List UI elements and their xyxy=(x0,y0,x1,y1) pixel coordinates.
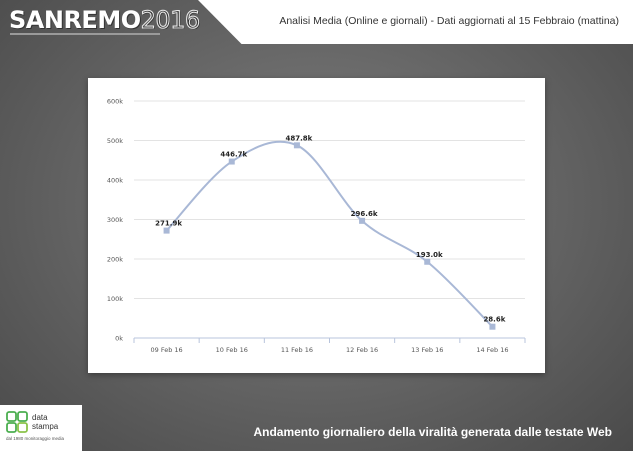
y-tick-label: 500k xyxy=(107,137,123,145)
x-tick-label: 14 Feb 16 xyxy=(476,346,508,354)
footer-caption: Andamento giornaliero della viralità gen… xyxy=(253,425,612,439)
y-tick-label: 0k xyxy=(115,335,123,343)
data-label: 487.8k xyxy=(286,134,313,142)
data-point xyxy=(228,158,235,165)
data-label: 446.7k xyxy=(220,151,247,159)
series-line xyxy=(165,140,494,328)
data-point xyxy=(163,227,170,234)
data-label: 271.9k xyxy=(155,220,182,228)
x-tick-label: 09 Feb 16 xyxy=(150,346,182,354)
line-chart: 0k 100k 200k 300k 400k 500k 600k 09 Feb 16 10 Fe… xyxy=(107,98,526,354)
data-point xyxy=(424,258,431,265)
data-stampa-logo-icon xyxy=(6,411,28,433)
data-point xyxy=(359,217,366,224)
x-tick-label: 12 Feb 16 xyxy=(346,346,378,354)
brand-name: data stampa xyxy=(32,413,59,431)
y-tick-label: 400k xyxy=(107,177,123,185)
y-tick-label: 600k xyxy=(107,98,123,106)
header-panel: Analisi Media (Online e giornali) - Dati… xyxy=(198,0,633,44)
sanremo-logo: SANREMO2016 xyxy=(9,6,201,35)
top-bar: SANREMO2016 Analisi Media (Online e gior… xyxy=(0,0,633,44)
logo-main-text: SANREMO xyxy=(9,6,141,34)
y-tick-label: 100k xyxy=(107,295,123,303)
header-subtitle: Analisi Media (Online e giornali) - Dati… xyxy=(279,15,619,27)
x-tick-label: 10 Feb 16 xyxy=(216,346,248,354)
brand-tagline: dal 1980 monitoraggio media xyxy=(6,436,65,441)
y-tick-label: 300k xyxy=(107,216,123,224)
data-label: 28.6k xyxy=(483,316,505,324)
data-label: 296.6k xyxy=(351,210,378,218)
data-point xyxy=(293,142,300,149)
x-tick-label: 11 Feb 16 xyxy=(281,346,313,354)
logo-year-text: 2016 xyxy=(140,6,201,35)
data-point xyxy=(489,323,496,330)
logo-underline xyxy=(10,33,160,35)
chart-card: 0k 100k 200k 300k 400k 500k 600k 09 Feb 16 10 Fe… xyxy=(88,78,545,373)
x-tick-label: 13 Feb 16 xyxy=(411,346,443,354)
y-tick-label: 200k xyxy=(107,256,123,264)
data-label: 193.0k xyxy=(416,251,443,259)
data-stampa-logo: data stampa dal 1980 monitoraggio media xyxy=(0,405,82,451)
